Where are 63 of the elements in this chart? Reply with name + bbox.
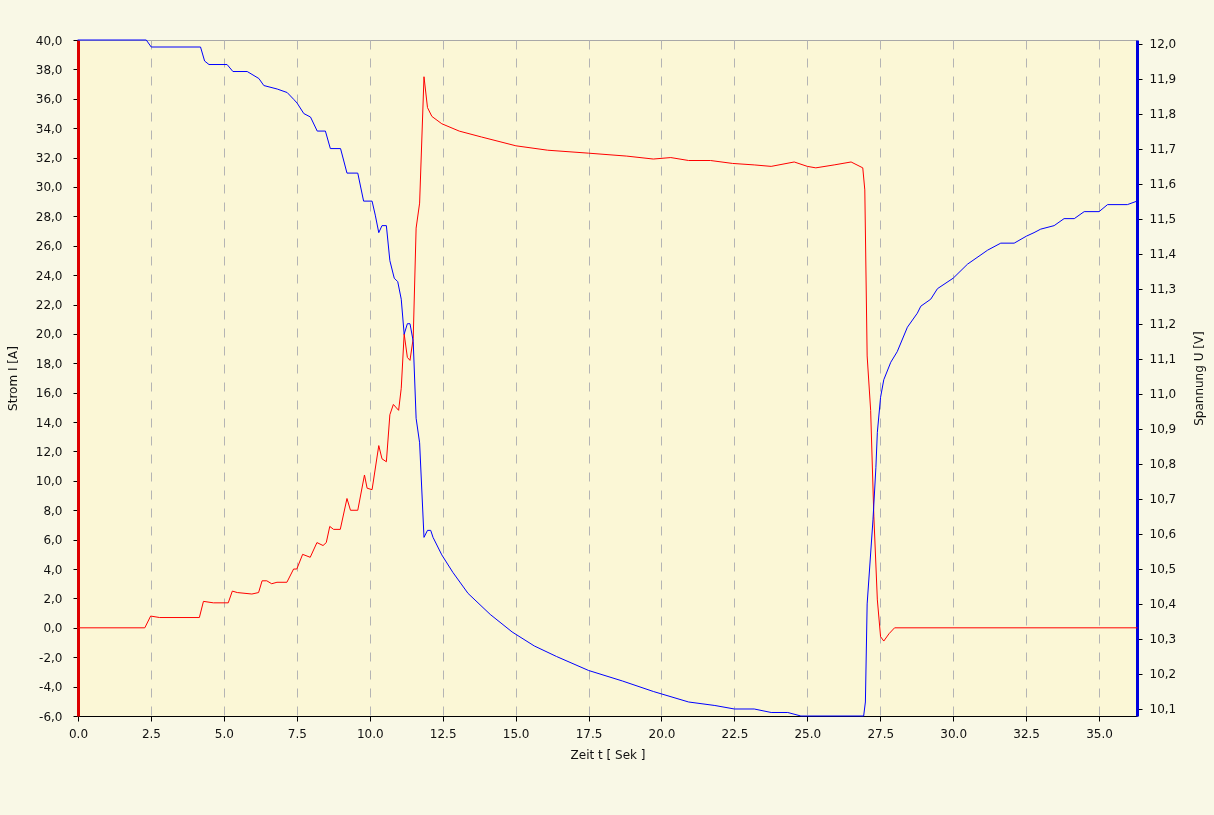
x-tick-label: 27.5 [867,726,895,741]
y2-tick-label: 11,6 [1149,177,1177,192]
y2-axis-title: Spannung U [V] [1192,331,1207,426]
y2-tick-label: 11,5 [1149,212,1177,227]
y2-tick-label: 11,2 [1149,317,1177,332]
y-tick-label: 20,0 [35,327,63,342]
x-tick-label: 20.0 [648,726,676,741]
x-tick-label: 30.0 [940,726,968,741]
y2-tick-label: 11,1 [1149,352,1177,367]
y-tick-label: 36,0 [35,92,63,107]
y-tick-label: 38,0 [35,62,63,77]
y-tick-label: 10,0 [35,474,63,489]
y2-tick-label: 10,5 [1149,562,1177,577]
x-tick-label: 22.5 [721,726,749,741]
x-tick-label: 17.5 [575,726,603,741]
x-tick-label: 35.0 [1086,726,1113,741]
x-tick-label: 2.5 [141,726,161,741]
y2-tick-label: 11,9 [1149,72,1177,87]
y-tick-label: 26,0 [35,239,63,254]
line-series [77,76,1138,642]
y2-tick-label: 11,7 [1149,142,1177,157]
y-tick-label: 8,0 [43,503,63,518]
x-tick-label: 12.5 [429,726,457,741]
y2-tick-label: 10,8 [1149,457,1177,472]
y2-tick-label: 12,0 [1149,37,1177,51]
y2-tick-label: 10,2 [1149,667,1177,682]
y-tick-label: 12,0 [35,444,63,459]
y2-tick-label: 10,3 [1149,632,1177,647]
x-tick-label: 25.0 [794,726,822,741]
y2-tick-label: 10,1 [1149,702,1177,717]
y-tick-label: 18,0 [35,356,63,371]
y-tick-label: 4,0 [43,562,63,577]
y-tick-label: 30,0 [35,180,63,195]
x-axis-title: Zeit t [ Sek ] [570,747,646,762]
y-tick-label: 0,0 [43,621,63,636]
y-axis-title: Strom I [A] [5,346,20,411]
y-tick-label: -6,0 [39,709,63,724]
y2-tick-label: 10,6 [1149,527,1177,542]
x-tick-label: 15.0 [502,726,530,741]
y2-tick-label: 11,4 [1149,247,1177,262]
y-tick-label: -4,0 [39,680,63,695]
y2-tick-label: 10,9 [1149,422,1177,437]
y-tick-label: 14,0 [35,415,63,430]
y-tick-label: -2,0 [39,650,63,665]
y-tick-label: 40,0 [35,33,63,48]
x-tick-label: 7.5 [287,726,307,741]
x-tick-label: 5.0 [214,726,234,741]
y-tick-label: 6,0 [43,533,63,548]
y-tick-label: 16,0 [35,386,63,401]
y-tick-label: 22,0 [35,298,63,313]
y-tick-label: 34,0 [35,121,63,136]
y2-tick-label: 11,8 [1149,107,1177,122]
y2-tick-label: 10,7 [1149,492,1177,507]
x-tick-label: 10.0 [356,726,384,741]
y-tick-label: 32,0 [35,151,63,166]
x-tick-label: 0.0 [68,726,89,741]
y-tick-label: 28,0 [35,209,63,224]
y2-tick-label: 11,3 [1149,282,1177,297]
y2-tick-label: 11,0 [1149,387,1177,402]
y-tick-label: 2,0 [43,591,63,606]
y2-tick-label: 10,4 [1149,597,1177,612]
x-tick-label: 32.5 [1013,726,1040,741]
y-tick-label: 24,0 [35,268,63,283]
